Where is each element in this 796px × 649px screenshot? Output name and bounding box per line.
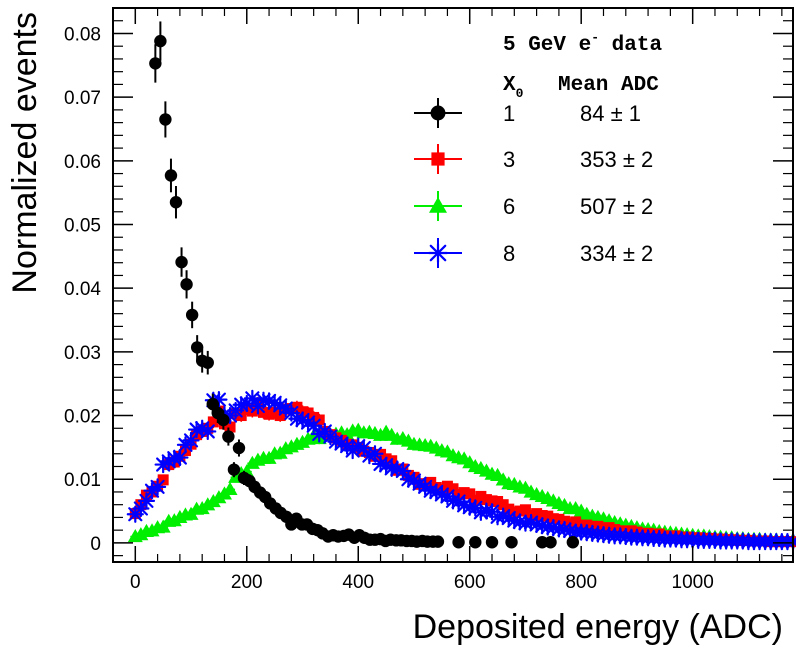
data-point: [469, 536, 482, 549]
legend-title-main: 5 GeV e: [503, 34, 591, 57]
y-tick-label: 0.06: [64, 152, 101, 173]
legend-header-x0-main: X: [503, 74, 516, 97]
y-axis-title: Normalized events: [6, 12, 44, 294]
x-axis-title: Deposited energy (ADC): [413, 608, 783, 646]
data-point: [154, 21, 167, 61]
legend-entries: 1 84 ± 1 3 353 ± 2 6 507 ± 2 8 334 ± 2: [503, 101, 653, 266]
legend-title-superscript: -: [591, 30, 599, 45]
data-point: [190, 335, 204, 360]
y-tick-label: 0: [90, 534, 101, 555]
legend-title: 5 GeV e- data: [503, 30, 662, 57]
y-tick-label: 0.05: [64, 216, 101, 237]
data-point: [199, 422, 217, 441]
series-circle: [149, 21, 580, 549]
data-point: [227, 462, 241, 478]
y-tick-label: 0.01: [64, 470, 101, 491]
legend-marker-square: [414, 144, 462, 174]
data-point: [143, 482, 161, 500]
y-tick-label: 0.08: [64, 24, 101, 45]
y-tick-label: 0.02: [64, 407, 101, 428]
legend-entry-mean-6: 507 ± 2: [580, 194, 653, 219]
legend-markers: [414, 98, 462, 268]
data-point: [217, 410, 230, 430]
data-point: [452, 536, 465, 549]
data-point: [185, 301, 199, 329]
legend-entry-x0-8: 8: [503, 241, 515, 266]
data-point: [149, 44, 162, 83]
x-tick-label: 1000: [672, 572, 714, 593]
data-point: [171, 448, 189, 467]
data-point: [148, 478, 167, 496]
legend-marker-star: [414, 238, 462, 268]
legend-marker-circle: [414, 98, 462, 128]
data-point: [464, 488, 476, 500]
x-tick-label: 600: [454, 572, 486, 593]
legend-entry-x0-6: 6: [503, 194, 515, 219]
data-point: [222, 427, 235, 446]
legend-entry-mean-8: 334 ± 2: [580, 241, 653, 266]
data-point: [485, 536, 499, 549]
legend-header-x0-subscript: 0: [516, 86, 524, 101]
data-point: [232, 439, 246, 457]
legend-header-mean: Mean ADC: [558, 74, 659, 97]
legend-header-x0: X0: [503, 74, 524, 101]
legend-marker-triangle: [414, 191, 462, 221]
data-point: [519, 504, 531, 516]
x-tick-label: 200: [231, 572, 263, 593]
legend-entry-x0-1: 1: [503, 101, 515, 126]
data-point: [169, 186, 183, 219]
legend-entry-mean-1: 84 ± 1: [580, 101, 641, 126]
x-tick-label: 400: [342, 572, 374, 593]
x-tick-label: 0: [130, 572, 141, 593]
data-point: [180, 270, 193, 299]
legend-entry-x0-3: 3: [503, 147, 515, 172]
data-point: [544, 536, 557, 549]
y-tick-label: 0.07: [64, 88, 101, 109]
x-tick-label: 800: [565, 572, 597, 593]
data-point: [222, 481, 238, 496]
data-point: [566, 536, 580, 549]
data-point: [377, 456, 395, 474]
y-tick-label: 0.03: [64, 343, 101, 364]
data-point: [505, 536, 518, 549]
data-point: [159, 101, 172, 138]
data-point: [164, 158, 178, 193]
y-tick-label: 0.04: [64, 279, 101, 300]
data-point: [175, 247, 188, 277]
legend-entry-mean-3: 353 ± 2: [580, 147, 653, 172]
data-point: [394, 462, 412, 480]
data-point: [132, 499, 150, 518]
plot-frame: [112, 7, 794, 563]
data-point: [355, 439, 373, 457]
axis-ticks: 0 200 400 600 800 1000 0 0.01 0.02 0.03 0.04 0.05 0.…: [64, 8, 793, 593]
legend-title-tail: data: [599, 34, 662, 57]
legend: 5 GeV e- data X0 Mean ADC 1 84 ± 1 3 353…: [414, 30, 662, 268]
data-point: [431, 535, 445, 548]
data-point: [201, 350, 214, 375]
data-point: [182, 431, 200, 449]
